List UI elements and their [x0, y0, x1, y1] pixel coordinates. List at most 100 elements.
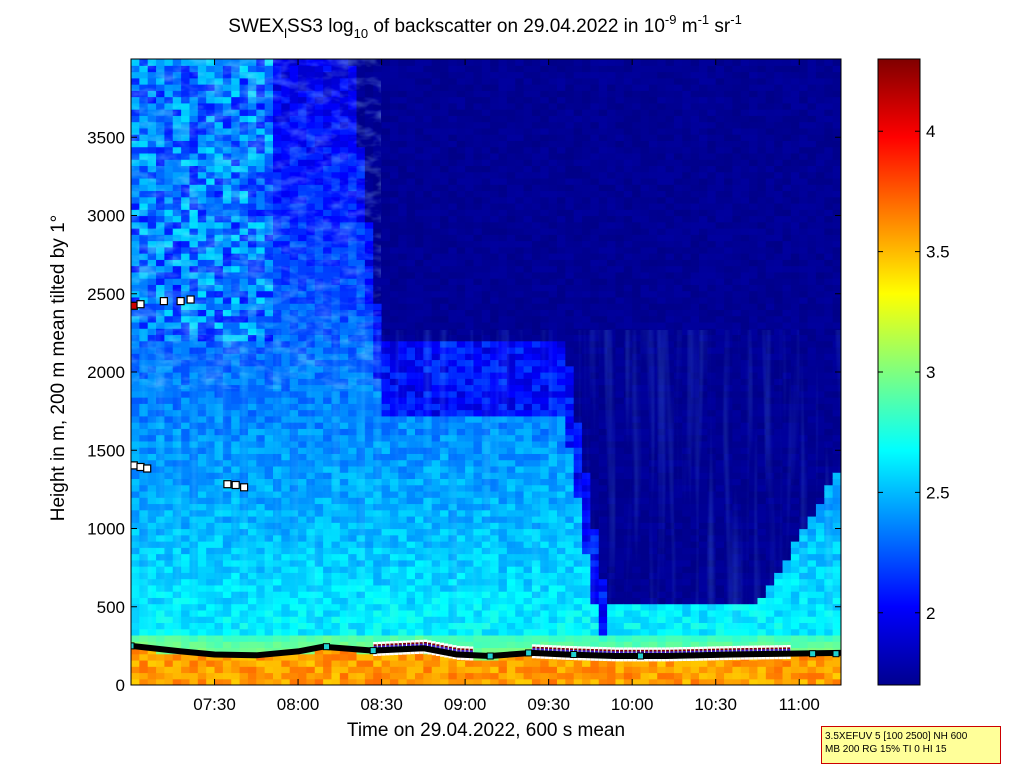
heatmap-cell — [423, 196, 433, 204]
heatmap-cell — [398, 96, 408, 104]
heatmap-cell — [156, 641, 166, 649]
heatmap-cell — [389, 315, 399, 323]
heatmap-cell — [506, 165, 516, 173]
heatmap-cell — [465, 315, 475, 323]
heatmap-cell — [398, 109, 408, 116]
heatmap-cell — [423, 265, 433, 273]
heatmap-cell — [440, 628, 450, 636]
heatmap-cell — [515, 84, 525, 91]
heatmap-cell — [423, 628, 433, 636]
heatmap-cell — [423, 159, 433, 167]
heatmap-cell — [481, 159, 491, 167]
heatmap-cell — [498, 159, 508, 167]
heatmap-cell — [431, 672, 441, 680]
heatmap-cell — [456, 84, 466, 91]
heatmap-cell — [448, 678, 458, 685]
heatmap-cell — [398, 653, 408, 661]
heatmap-cell — [456, 259, 466, 267]
title-sub-l: l — [284, 26, 287, 41]
heatmap-cell — [448, 90, 458, 98]
heatmap-cell — [481, 84, 491, 91]
heatmap-cell — [398, 321, 408, 329]
heatmap-cell — [448, 321, 458, 329]
heatmap-cell — [197, 672, 207, 680]
heatmap-cell — [506, 177, 516, 185]
heatmap-cell — [506, 647, 516, 655]
heatmap-cell — [247, 647, 257, 655]
heatmap-cell — [406, 271, 416, 279]
heatmap-cell — [181, 634, 191, 642]
heatmap-cell — [540, 165, 550, 173]
heatmap-cell — [323, 678, 333, 685]
heatmap-cell — [490, 77, 500, 85]
heatmap-cell — [448, 628, 458, 636]
heatmap-cell — [431, 65, 441, 73]
heatmap-cell — [298, 634, 308, 642]
heatmap-cell — [506, 159, 516, 167]
heatmap-layer — [131, 59, 841, 685]
heatmap-cell — [456, 102, 466, 110]
heatmap-cell — [523, 641, 533, 649]
heatmap-cell — [398, 628, 408, 636]
heatmap-cell — [423, 672, 433, 680]
heatmap-cell — [373, 666, 383, 674]
heatmap-cell — [523, 659, 533, 667]
heatmap-cell — [481, 278, 491, 285]
heatmap-cell — [440, 102, 450, 110]
heatmap-cell — [147, 641, 157, 649]
heatmap-cell — [515, 115, 525, 123]
heatmap-cell — [415, 177, 424, 185]
heatmap-cell — [356, 628, 366, 636]
heatmap-cell — [231, 678, 241, 685]
heatmap-cell — [264, 678, 274, 685]
heatmap-cell — [490, 296, 500, 304]
heatmap-cell — [239, 666, 249, 674]
heatmap-cell — [298, 641, 308, 649]
heatmap-cell — [423, 65, 433, 73]
heatmap-cell — [415, 278, 424, 285]
heatmap-cell — [473, 165, 483, 173]
heatmap-cell — [490, 115, 500, 123]
heatmap-cell — [389, 271, 399, 279]
heatmap-cell — [515, 221, 525, 229]
heatmap-cell — [222, 641, 232, 649]
heatmap-cell — [364, 666, 374, 674]
heatmap-cell — [540, 177, 550, 185]
heatmap-cell — [448, 234, 458, 242]
heatmap-cell — [481, 228, 491, 235]
heatmap-cell — [523, 309, 533, 317]
heatmap-cell — [506, 202, 516, 210]
heatmap-cell — [440, 84, 450, 91]
heatmap-cell — [465, 234, 475, 242]
heatmap-cell — [389, 278, 399, 285]
heatmap-cell — [389, 84, 399, 91]
heatmap-cell — [440, 127, 450, 135]
heatmap-cell — [456, 253, 466, 260]
heatmap-cell — [456, 115, 466, 123]
heatmap-cell — [314, 678, 324, 685]
heatmap-cell — [415, 296, 424, 304]
heatmap-cell — [531, 90, 541, 98]
heatmap-cell — [506, 127, 516, 135]
heatmap-cell — [515, 296, 525, 304]
heatmap-cell — [398, 146, 408, 154]
heatmap-cell — [465, 228, 475, 235]
heatmap-cell — [440, 209, 450, 217]
heatmap-cell — [498, 65, 508, 73]
heatmap-cell — [498, 628, 508, 636]
heatmap-cell — [423, 140, 433, 148]
heatmap-cell — [465, 278, 475, 285]
heatmap-cell — [423, 84, 433, 91]
heatmap-cell — [440, 177, 450, 185]
heatmap-cell — [448, 127, 458, 135]
heatmap-cell — [531, 246, 541, 254]
heatmap-cell — [490, 159, 500, 167]
heatmap-cell — [448, 59, 458, 66]
heatmap-cell — [281, 678, 291, 685]
heatmap-cell — [247, 666, 257, 674]
heatmap-cell — [498, 647, 508, 655]
heatmap-cell — [398, 177, 408, 185]
heatmap-cell — [389, 202, 399, 210]
heatmap-cell — [448, 202, 458, 210]
heatmap-cell — [406, 672, 416, 680]
